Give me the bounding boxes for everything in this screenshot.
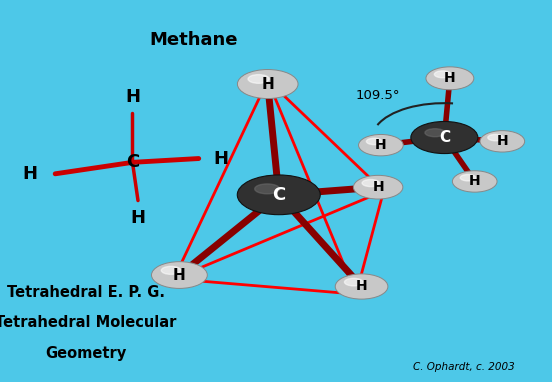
Ellipse shape bbox=[161, 266, 181, 274]
Ellipse shape bbox=[480, 131, 524, 152]
Ellipse shape bbox=[237, 70, 298, 99]
Ellipse shape bbox=[254, 184, 280, 194]
Text: H: H bbox=[469, 175, 481, 188]
Ellipse shape bbox=[353, 175, 403, 199]
Ellipse shape bbox=[237, 175, 320, 215]
Ellipse shape bbox=[425, 129, 445, 137]
Text: Tetrahedral Molecular: Tetrahedral Molecular bbox=[0, 315, 176, 330]
Text: H: H bbox=[372, 180, 384, 194]
Ellipse shape bbox=[362, 180, 379, 186]
Text: C: C bbox=[439, 130, 450, 145]
Text: Geometry: Geometry bbox=[45, 346, 126, 361]
Text: C. Ophardt, c. 2003: C. Ophardt, c. 2003 bbox=[413, 362, 514, 372]
Ellipse shape bbox=[411, 121, 478, 154]
Ellipse shape bbox=[151, 262, 208, 288]
Text: H: H bbox=[23, 165, 38, 183]
Text: Tetrahedral E. P. G.: Tetrahedral E. P. G. bbox=[7, 285, 164, 300]
Ellipse shape bbox=[335, 274, 388, 299]
Text: H: H bbox=[444, 71, 456, 85]
Ellipse shape bbox=[434, 71, 451, 78]
Text: H: H bbox=[125, 88, 140, 107]
Ellipse shape bbox=[426, 67, 474, 90]
Ellipse shape bbox=[248, 74, 269, 83]
Text: H: H bbox=[496, 134, 508, 148]
Text: H: H bbox=[173, 267, 186, 283]
Ellipse shape bbox=[344, 278, 363, 286]
Text: H: H bbox=[355, 280, 368, 293]
Ellipse shape bbox=[359, 134, 403, 156]
Ellipse shape bbox=[488, 134, 503, 141]
Text: C: C bbox=[126, 153, 139, 172]
Ellipse shape bbox=[453, 171, 497, 192]
Text: C: C bbox=[272, 186, 285, 204]
Text: H: H bbox=[130, 209, 146, 227]
Text: H: H bbox=[375, 138, 387, 152]
Ellipse shape bbox=[460, 175, 476, 181]
Text: H: H bbox=[213, 149, 229, 168]
Text: H: H bbox=[261, 76, 274, 92]
Ellipse shape bbox=[367, 138, 382, 145]
Text: 109.5°: 109.5° bbox=[356, 89, 400, 102]
Text: Methane: Methane bbox=[149, 31, 237, 49]
